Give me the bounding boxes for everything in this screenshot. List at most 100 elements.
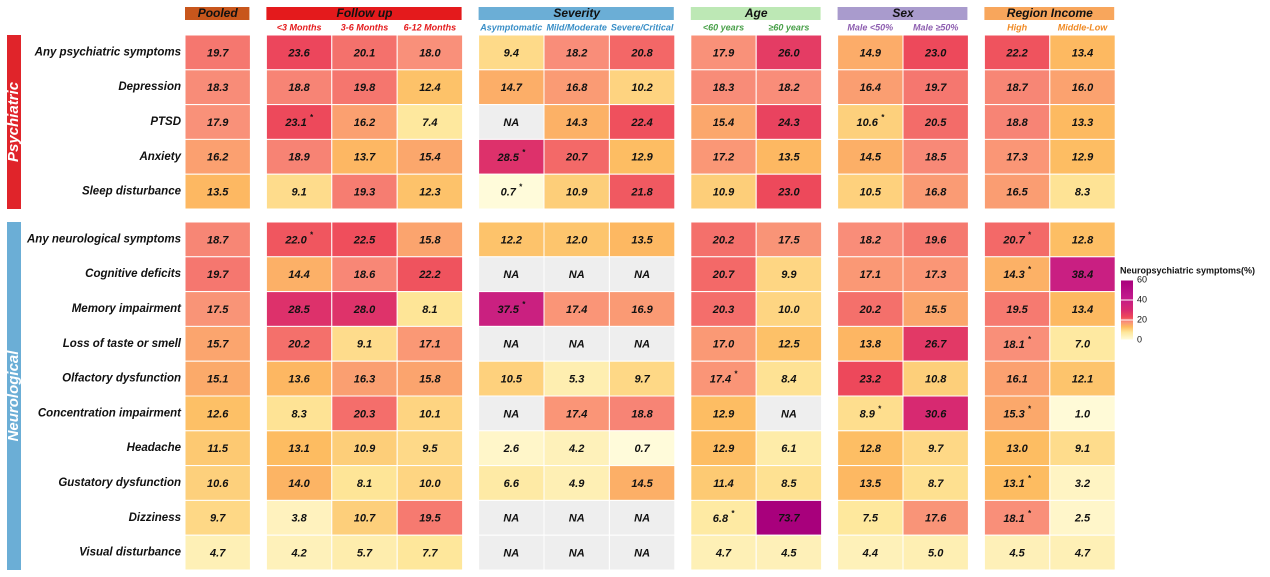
cell-label: 8.4 — [781, 374, 796, 386]
heatmap-cell — [1049, 138, 1116, 175]
heatmap-cell — [265, 430, 333, 467]
heatmap-cell — [755, 360, 823, 397]
heatmap-cell — [331, 465, 398, 501]
cell-label: 13.1 — [288, 443, 309, 455]
cell-label: 13.5 — [778, 152, 800, 164]
cell-label: 38.4 — [1072, 269, 1093, 281]
cell-label: 0.7 * — [501, 183, 523, 199]
heatmap-cell — [837, 256, 904, 293]
cell-label: 12.0 — [566, 234, 588, 246]
column-group-bar — [266, 7, 462, 20]
heatmap-cell — [690, 138, 757, 175]
column-label: Male <50% — [847, 22, 893, 32]
cell-label: 15.4 — [713, 117, 734, 129]
heatmap-cell — [1049, 395, 1116, 432]
cell-label: 17.6 — [925, 513, 947, 525]
cell-label: 2.6 — [503, 443, 520, 455]
cell-label: NA — [503, 408, 519, 420]
cell-value: 13.1 — [1003, 478, 1024, 490]
heatmap-cell — [478, 138, 545, 175]
cell-value: 23.1 — [284, 117, 306, 129]
heatmap-cell — [902, 291, 969, 327]
cell-label: 4.2 — [568, 443, 584, 455]
heatmap-cell — [265, 465, 333, 501]
cell-label: 16.2 — [354, 117, 375, 129]
heatmap-cell — [478, 256, 545, 293]
cell-label: 19.6 — [925, 234, 947, 246]
row-group-bar — [7, 35, 21, 209]
heatmap-cell — [755, 430, 823, 467]
cell-label: 4.4 — [862, 548, 878, 560]
cell-label: 9.7 — [634, 374, 650, 386]
heatmap-cell — [184, 395, 251, 432]
heatmap-cell — [265, 499, 333, 536]
heatmap-cell — [837, 430, 904, 467]
cell-value: 17.4 — [710, 374, 731, 386]
cell-label: NA — [634, 513, 650, 525]
cell-label: 28.5 * — [497, 148, 526, 164]
cell-label: 8.1 — [422, 304, 437, 316]
cell-label: 14.3 * — [1003, 265, 1031, 281]
heatmap-cell — [331, 291, 398, 327]
cell-label: 12.5 — [778, 339, 800, 351]
row-label: Any neurological symptoms — [26, 233, 181, 245]
column-group-label: Follow up — [337, 6, 393, 20]
heatmap-cell — [755, 256, 823, 293]
column-label: Male ≥50% — [913, 22, 958, 32]
cell-label: 26.7 — [924, 339, 947, 351]
cell-label: 22.0 * — [284, 231, 313, 247]
cell-label: 7.5 — [863, 513, 879, 525]
cell-label: 15.3 * — [1003, 405, 1031, 421]
column-label: Severe/Critical — [611, 22, 674, 32]
heatmap-cell — [755, 325, 823, 362]
cell-label: 10.9 — [713, 187, 735, 199]
column-label: <3 Months — [277, 22, 322, 32]
cell-label: NA — [634, 548, 650, 560]
heatmap-cell — [331, 104, 398, 140]
cell-label: 12.6 — [207, 408, 229, 420]
cell-label: 21.8 — [630, 187, 653, 199]
cell-label: 18.0 — [419, 47, 441, 59]
cell-label: NA — [503, 548, 519, 560]
cell-label: 17.4 — [566, 304, 587, 316]
cell-label: 3.8 — [291, 513, 307, 525]
cell-label: 18.1 * — [1003, 335, 1031, 351]
heatmap-cell — [331, 173, 398, 210]
cell-label: 10.5 — [860, 187, 882, 199]
heatmap-cell — [396, 360, 464, 397]
cell-label: 19.7 — [925, 82, 947, 94]
cell-label: 9.4 — [504, 47, 519, 59]
cell-label: 24.3 — [777, 117, 799, 129]
heatmap-cell — [837, 34, 904, 71]
cell-label: 12.4 — [419, 82, 440, 94]
heatmap-cell — [837, 221, 904, 258]
colorbar-tick-label: 60 — [1137, 274, 1147, 284]
cell-label: NA — [503, 339, 519, 351]
cell-label: 20.2 — [712, 234, 734, 246]
cell-label: 8.3 — [291, 408, 306, 420]
cell-label: 14.7 — [501, 82, 523, 94]
heatmap-cell — [184, 360, 251, 397]
heatmap-cell — [902, 360, 969, 397]
heatmap-cell — [478, 221, 545, 258]
heatmap-cell — [608, 256, 676, 293]
cell-value: 28.5 — [497, 152, 520, 164]
heatmap-cell — [331, 138, 398, 175]
cell-value: 10.6 — [857, 117, 879, 129]
colorbar-title: Neuropsychiatric symptoms(%) — [1120, 265, 1255, 275]
heatmap-cell — [902, 534, 969, 571]
heatmap-cell — [608, 291, 676, 327]
column-group-bar — [185, 7, 250, 20]
heatmap-cell — [755, 395, 823, 432]
cell-label: 7.7 — [422, 548, 438, 560]
heatmap-cell — [396, 34, 464, 71]
heatmap-cell — [265, 34, 333, 71]
cell-label: NA — [569, 513, 585, 525]
significance-mark: * — [1028, 265, 1032, 274]
cell-label: 19.5 — [1006, 304, 1028, 316]
significance-mark: * — [310, 113, 314, 122]
heatmap-cell — [608, 173, 676, 210]
cell-value: 0.7 — [501, 187, 517, 199]
heatmap-cell — [543, 465, 610, 501]
